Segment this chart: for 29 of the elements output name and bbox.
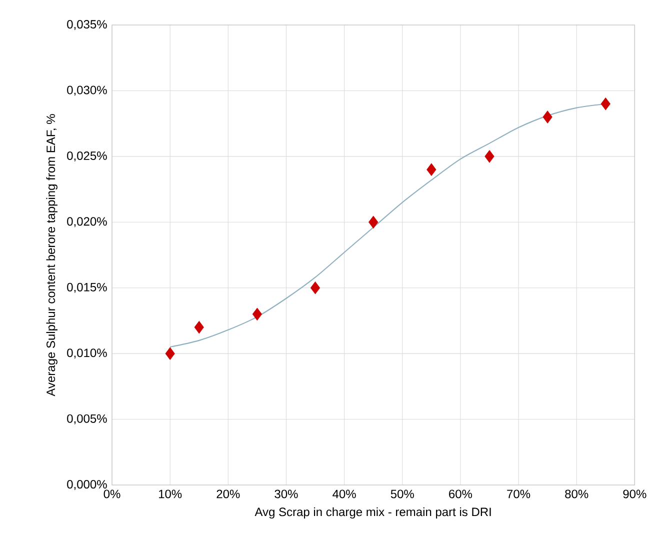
x-tick-label: 10% <box>158 490 182 498</box>
point <box>426 163 436 176</box>
point <box>600 98 610 110</box>
x-tick-label: 20% <box>216 490 240 498</box>
y-tick-label: 0,020% <box>67 217 107 228</box>
point <box>194 321 204 334</box>
y-axis-title: Average Sulphur content berore tapping from EAF, % <box>46 114 58 396</box>
point <box>310 282 320 294</box>
y-tick-label: 0,005% <box>67 414 107 424</box>
y-tick-label: 0,015% <box>67 282 107 293</box>
point <box>484 150 494 163</box>
y-tick-label: 0,025% <box>67 151 107 162</box>
x-tick-label: 0% <box>104 490 120 498</box>
x-tick-label: 30% <box>274 490 298 498</box>
point <box>368 216 378 228</box>
x-tick-label: 60% <box>449 490 472 498</box>
x-tick-label: 90% <box>623 490 646 498</box>
x-axis-title: Avg Scrap in charge mix - remain part is DRI <box>254 507 491 519</box>
y-tick-label: 0,035% <box>67 20 107 30</box>
point <box>252 308 262 320</box>
point <box>542 110 552 124</box>
y-tick-label: 0,010% <box>67 348 107 359</box>
y-tick-label: 0,000% <box>67 480 107 490</box>
y-tick-label: 0,030% <box>67 86 107 96</box>
x-tick-label: 70% <box>507 490 530 498</box>
x-tick-label: 80% <box>565 490 588 498</box>
x-tick-label: 40% <box>332 490 356 498</box>
x-tick-label: 50% <box>390 490 414 498</box>
point <box>165 347 175 360</box>
